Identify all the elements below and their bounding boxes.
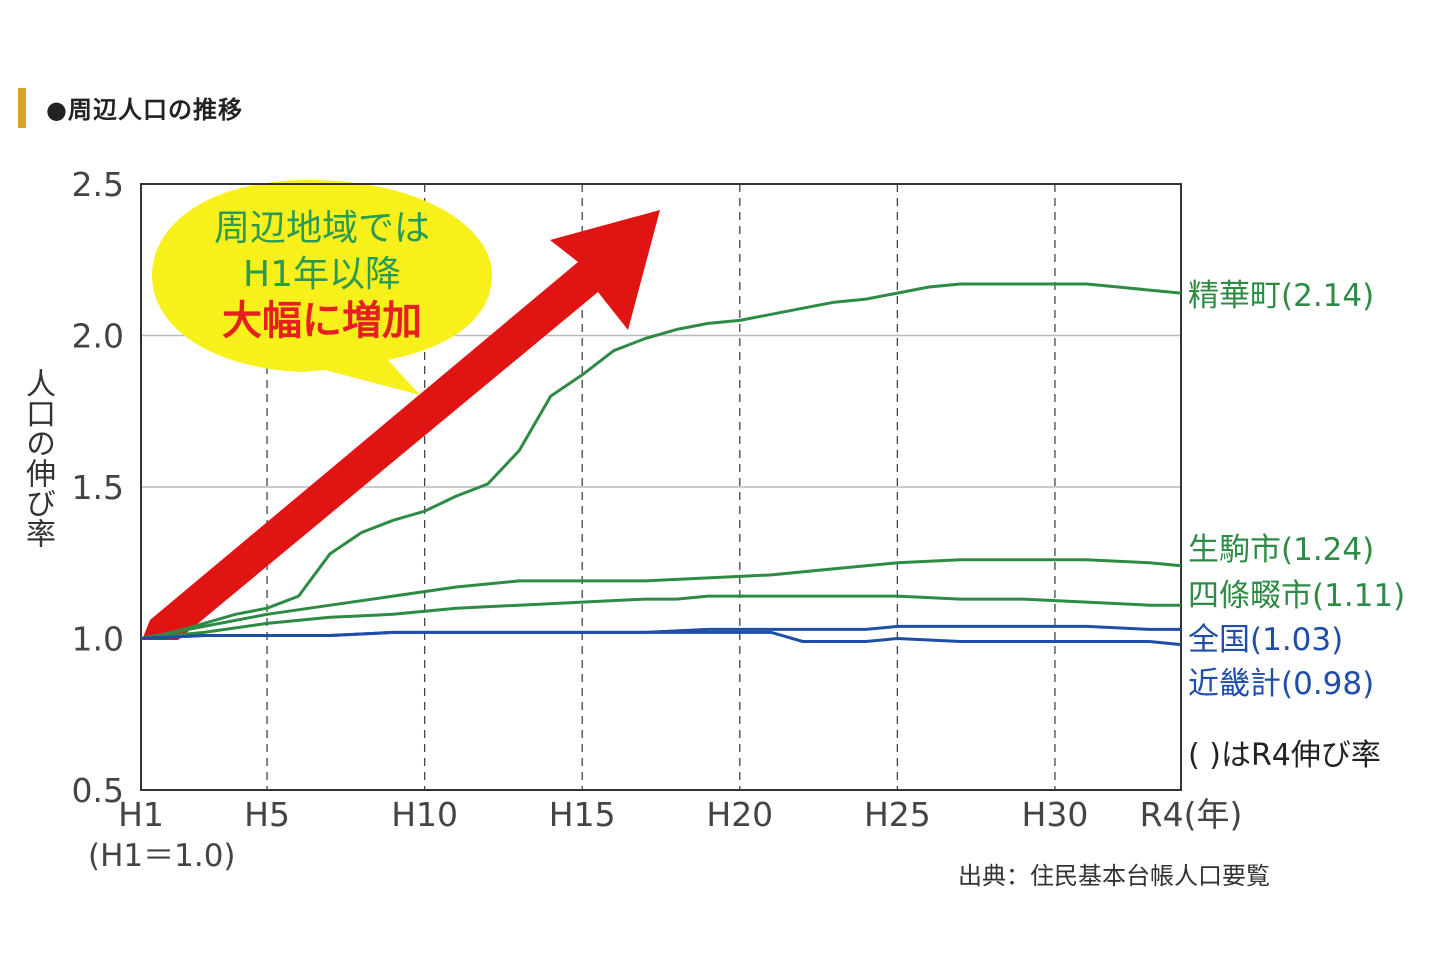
- chart-title: ●周辺人口の推移: [46, 96, 243, 124]
- plot-frame: [140, 183, 1182, 791]
- series-label: 近畿計(0.98): [1188, 666, 1374, 702]
- callout-text: 周辺地域では H1年以降 大幅に増加: [192, 206, 452, 344]
- callout-line-1: 周辺地域では: [213, 208, 430, 249]
- callout-line-3: 大幅に増加: [222, 298, 422, 344]
- x-tick-label: H15: [549, 795, 616, 834]
- title-accent-bar: [18, 88, 26, 128]
- y-tick-label: 1.0: [72, 620, 124, 659]
- x-tick-label: H5: [244, 795, 290, 834]
- y-tick-label: 2.5: [72, 165, 124, 204]
- x-tick-label: H1: [118, 795, 164, 834]
- x-tick-layer: H1 H5 H10 H15 H20 H25 H30 R4(年): [118, 795, 1242, 834]
- y-tick-label: 1.5: [72, 468, 124, 507]
- series-label: 四條畷市(1.11): [1188, 578, 1405, 614]
- series-label-layer: 精華町(2.14) 生駒市(1.24) 四條畷市(1.11) 全国(1.03) 近畿計(…: [1188, 278, 1405, 702]
- x-tick-label: R4(年): [1140, 795, 1243, 834]
- footnote: ( )はR4伸び率: [1188, 738, 1381, 773]
- series-label: 生駒市(1.24): [1188, 532, 1374, 568]
- x-axis-sub-label: (H1＝1.0): [88, 838, 236, 874]
- series-label: 精華町(2.14): [1188, 278, 1374, 314]
- y-tick-layer: 0.5 1.0 1.5 2.0 2.5: [72, 165, 124, 810]
- trend-arrow: [142, 210, 660, 640]
- series-line-近畿計: [140, 630, 1182, 647]
- series-line-精華町: [140, 282, 1182, 640]
- y-tick-label: 0.5: [72, 771, 124, 810]
- x-tick-label: H10: [391, 795, 458, 834]
- series-label: 全国(1.03): [1188, 622, 1343, 658]
- series-layer: [140, 282, 1182, 647]
- callout-line-2: H1年以降: [243, 254, 401, 295]
- callout-bubble: [152, 180, 492, 395]
- x-tick-label: H25: [864, 795, 931, 834]
- series-line-生駒市: [140, 558, 1182, 640]
- series-line-四條畷市: [140, 594, 1181, 640]
- source-note: 出典：住民基本台帳人口要覧: [958, 862, 1270, 890]
- x-tick-label: H30: [1022, 795, 1089, 834]
- y-tick-label: 2.0: [72, 317, 124, 356]
- y-axis-label: 人口の伸び率: [20, 368, 55, 548]
- x-tick-label: H20: [706, 795, 773, 834]
